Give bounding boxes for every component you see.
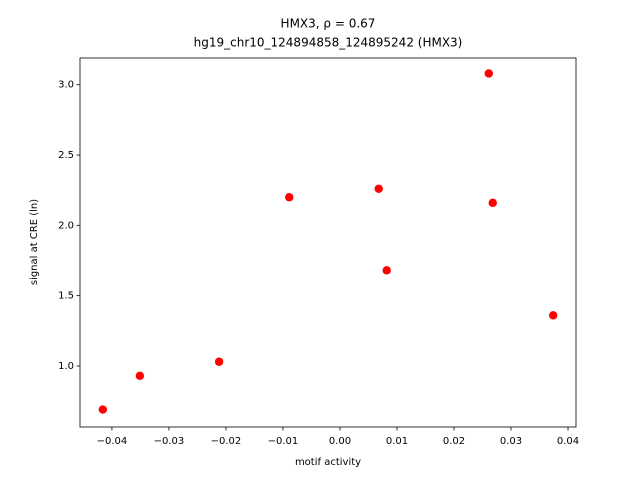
plot-frame (79, 57, 577, 428)
x-tick-label: −0.02 (211, 436, 242, 447)
y-tick-label: 2.5 (58, 150, 74, 161)
x-tick-label: −0.04 (97, 436, 128, 447)
y-tick-label: 1.5 (58, 291, 74, 302)
point (484, 69, 493, 78)
x-tick-label: 0.02 (443, 436, 465, 447)
y-tick-label: 2.0 (58, 220, 74, 231)
point (382, 266, 391, 275)
point (135, 371, 145, 381)
point (285, 193, 294, 202)
x-tick-label: −0.03 (154, 436, 185, 447)
x-tick-label: 0.01 (386, 436, 408, 447)
chart-subtitle: hg19_chr10_124894858_124895242 (HMX3) (194, 36, 463, 50)
x-tick-label: 0.03 (500, 436, 522, 447)
x-axis-label: motif activity (295, 457, 361, 468)
y-tick-label: 1.0 (58, 361, 74, 372)
point (98, 405, 108, 414)
point (488, 198, 497, 208)
x-tick-label: 0.00 (329, 436, 351, 447)
x-tick-label: −0.01 (268, 436, 299, 447)
point (548, 311, 558, 320)
y-tick-label: 3.0 (58, 80, 74, 91)
x-tick-label: 0.04 (557, 436, 579, 447)
point (374, 184, 383, 193)
y-axis-label: signal at CRE (ln) (29, 199, 40, 285)
chart-title: HMX3, ρ = 0.67 (281, 17, 376, 31)
point (214, 357, 224, 366)
